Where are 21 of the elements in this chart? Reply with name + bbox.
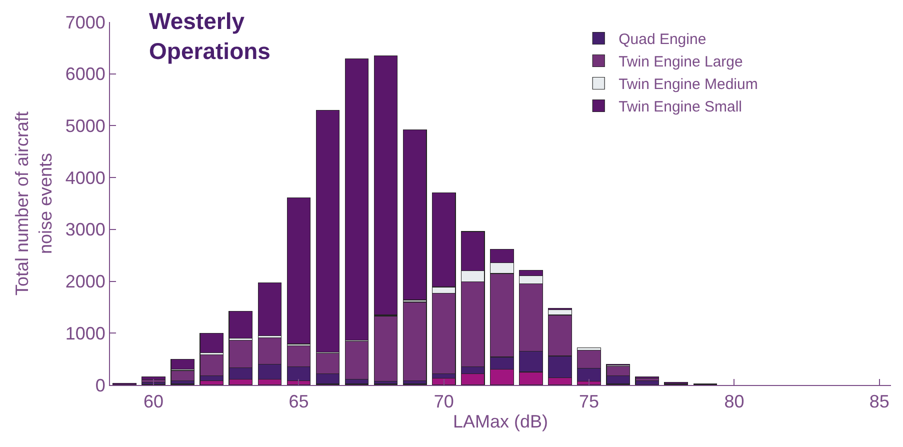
y-tick-label: 0 (95, 375, 106, 396)
y-tick-label: 2000 (65, 272, 106, 292)
y-tick-label: 7000 (65, 12, 106, 32)
x-tick-label: 65 (288, 392, 309, 412)
y-tick-label: 6000 (65, 64, 106, 84)
y-tick-label: 4000 (65, 168, 106, 188)
x-tick-label: 70 (434, 392, 454, 412)
x-tick-label: 75 (579, 392, 600, 412)
y-tick-label: 5000 (65, 116, 106, 136)
y-tick-label: 1000 (65, 323, 106, 344)
legend-label: Quad Engine (618, 31, 706, 48)
y-tick-label: 3000 (65, 220, 106, 240)
chart-title: Westerly Operations (149, 8, 270, 64)
y-axis-title: Total number of aircraft noise events (12, 111, 56, 296)
legend-label: Twin Engine Small (618, 98, 742, 116)
x-tick-label: 85 (869, 392, 890, 412)
x-axis-title: LAMax (dB) (452, 412, 548, 432)
x-tick-label: 60 (144, 392, 164, 412)
legend-label: Twin Engine Large (618, 54, 743, 71)
legend-label: Twin Engine Medium (618, 76, 758, 94)
x-tick-label: 80 (724, 392, 744, 412)
